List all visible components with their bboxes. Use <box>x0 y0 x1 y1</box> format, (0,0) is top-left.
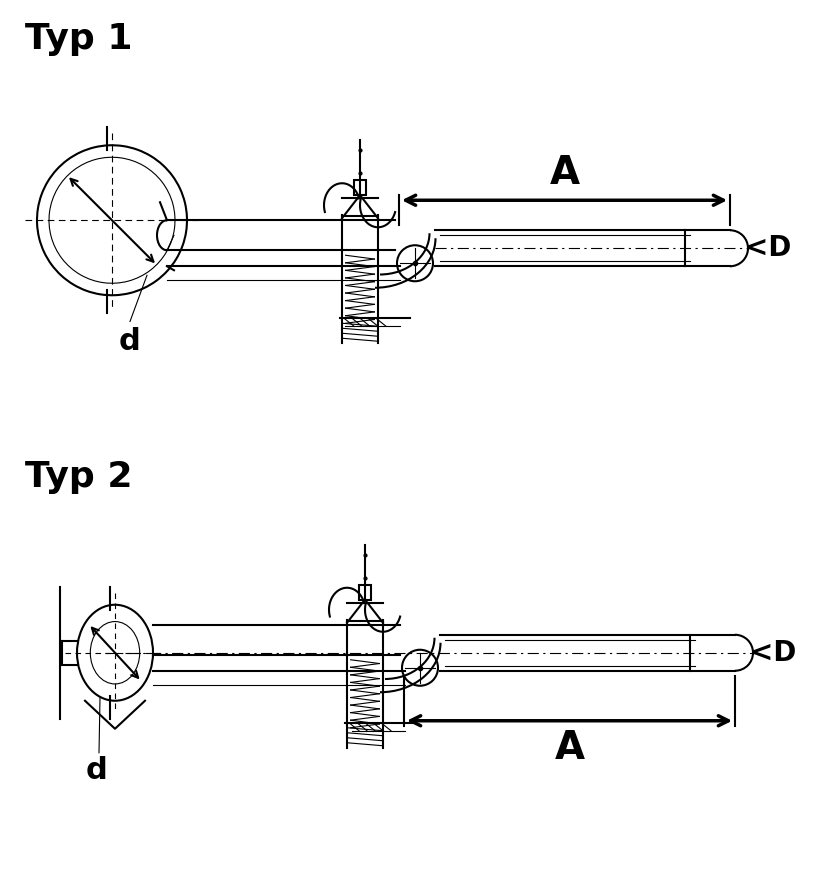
Text: Typ 1: Typ 1 <box>25 22 132 56</box>
Text: Typ 2: Typ 2 <box>25 459 132 493</box>
Bar <box>359 584 371 599</box>
Bar <box>354 180 366 195</box>
Text: d: d <box>86 756 108 785</box>
Text: <D: <D <box>745 234 791 262</box>
Text: A: A <box>550 154 580 192</box>
Text: A: A <box>555 729 585 766</box>
Text: d: d <box>119 326 141 355</box>
Text: <D: <D <box>750 639 796 667</box>
